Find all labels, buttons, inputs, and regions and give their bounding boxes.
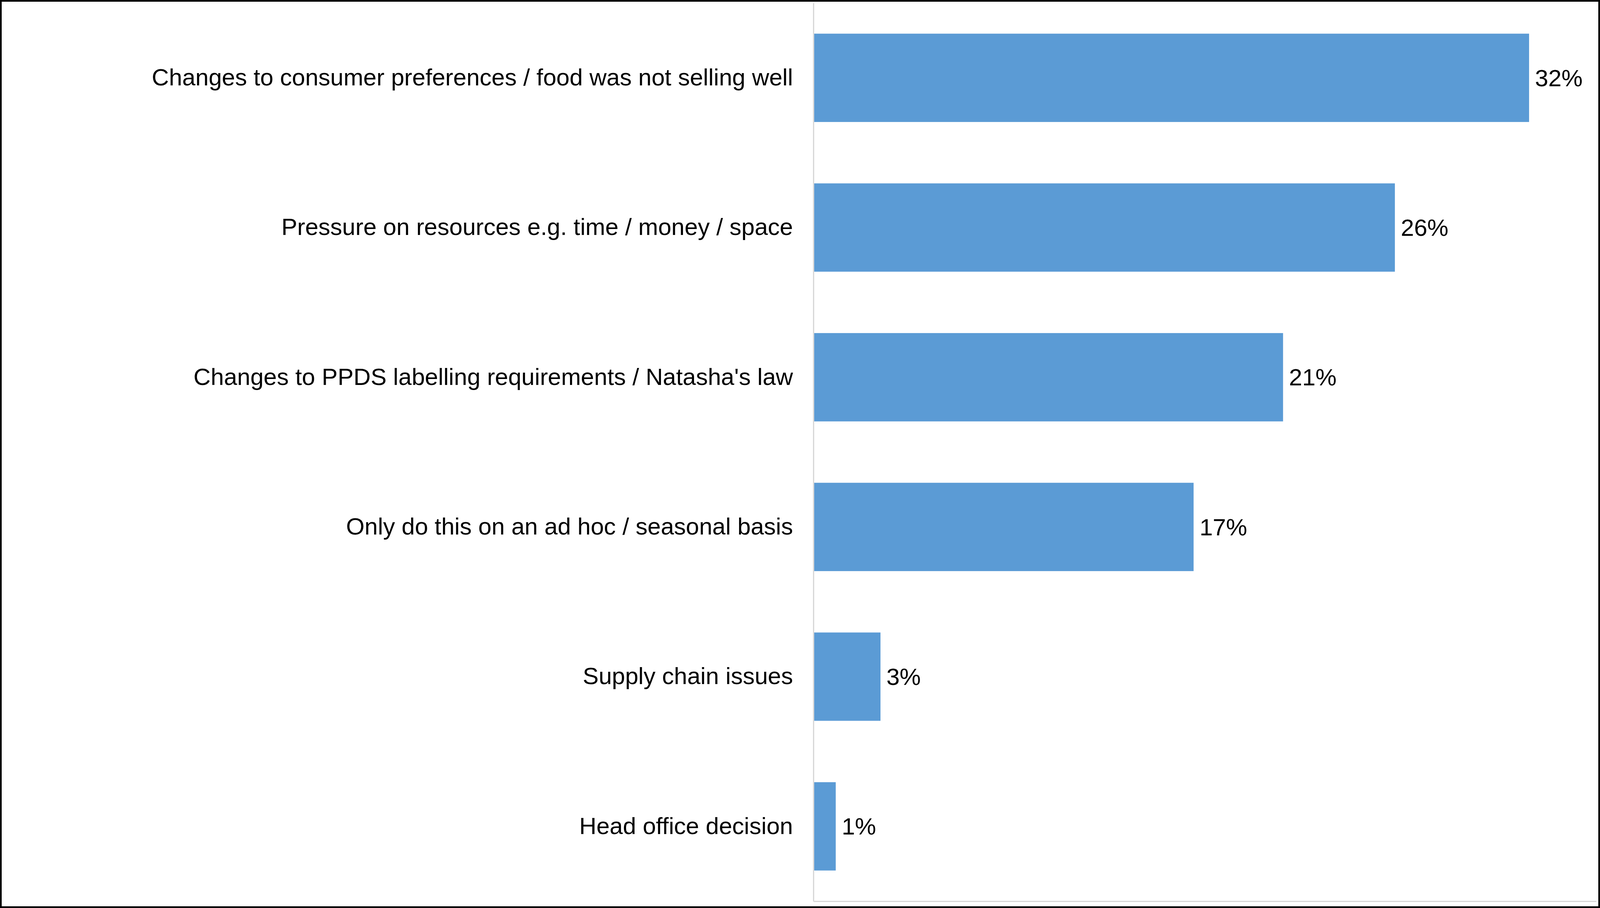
bar	[813, 33, 1530, 122]
category-tick: Pressure on resources e.g. time / money …	[281, 213, 814, 240]
category-tick: Only do this on an ad hoc / seasonal bas…	[346, 512, 814, 540]
bar	[813, 781, 836, 871]
category-axis-line	[812, 3, 815, 902]
category-tick: Supply chain issues	[582, 662, 814, 689]
data-labels: 32% 26% 21% 17% 3% 1%	[841, 64, 1583, 840]
category-label: Changes to consumer preferences / food w…	[151, 63, 793, 91]
bar	[813, 632, 881, 721]
category-label: Pressure on resources e.g. time / money …	[281, 213, 793, 240]
category-axis: Changes to consumer preferences / food w…	[151, 3, 814, 902]
chart-svg: Changes to consumer preferences / food w…	[0, 0, 1600, 908]
chart-container: Changes to consumer preferences / food w…	[0, 0, 1600, 908]
bar	[813, 183, 1395, 272]
bar	[813, 482, 1194, 571]
value-axis	[813, 900, 1597, 902]
category-tick: Changes to consumer preferences / food w…	[151, 63, 814, 91]
data-label: 32%	[1535, 64, 1583, 92]
category-label: Only do this on an ad hoc / seasonal bas…	[346, 512, 793, 540]
category-label: Head office decision	[579, 812, 793, 839]
category-tick: Changes to PPDS labelling requirements /…	[193, 363, 814, 390]
plot: Changes to consumer preferences / food w…	[151, 3, 1597, 902]
bars	[813, 33, 1530, 871]
data-label: 17%	[1199, 513, 1248, 541]
data-label: 26%	[1400, 214, 1449, 241]
bar	[813, 332, 1284, 422]
data-label: 21%	[1289, 363, 1337, 391]
value-axis-line	[813, 900, 1597, 902]
category-label: Changes to PPDS labelling requirements /…	[193, 363, 794, 390]
data-label: 3%	[886, 663, 921, 690]
data-label: 1%	[841, 812, 877, 840]
category-label: Supply chain issues	[582, 662, 793, 689]
frame	[0, 0, 1600, 907]
category-tick: Head office decision	[579, 812, 814, 839]
